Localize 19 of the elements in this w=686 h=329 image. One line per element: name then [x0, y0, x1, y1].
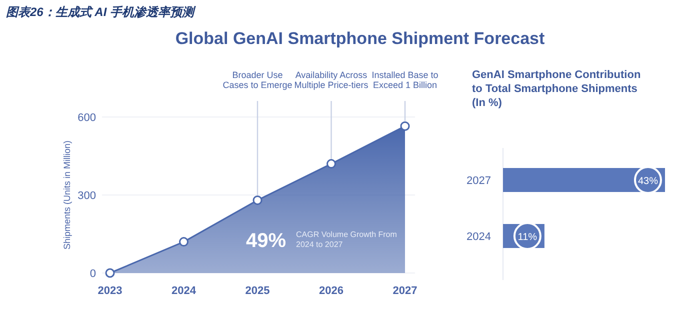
x-tick-label: 2026: [319, 285, 344, 297]
annotation: CAGR Volume Growth From 2024 to 2027: [296, 230, 398, 249]
y-tick-label: 300: [78, 190, 96, 202]
y-tick-label: 600: [78, 112, 96, 124]
annotation: 49%: [246, 230, 286, 252]
x-tick-label: 2025: [245, 285, 270, 297]
y-tick-label: 0: [90, 268, 96, 280]
annotation: Availability Across Multiple Price-tiers: [294, 70, 369, 90]
data-label: 11%: [518, 232, 538, 243]
x-tick-label: 2027: [392, 285, 418, 297]
y-axis-title: Shipments (Units in Million): [62, 140, 72, 250]
chart-title: Global GenAI Smartphone Shipment Forecast: [175, 29, 545, 48]
text: 图表26：生成式 AI 手机渗透率预测: [6, 5, 196, 19]
data-label: 43%: [638, 176, 658, 187]
annotation: Installed Base to Exceed 1 Billion: [372, 70, 438, 90]
x-tick-label: 2023: [98, 285, 122, 297]
chart-title: GenAI Smartphone Contribution to Total Smartphone Shipments (In %): [472, 69, 641, 109]
x-tick-label: 2024: [172, 285, 197, 297]
annotation: Broader Use Cases to Emerge: [222, 70, 292, 90]
